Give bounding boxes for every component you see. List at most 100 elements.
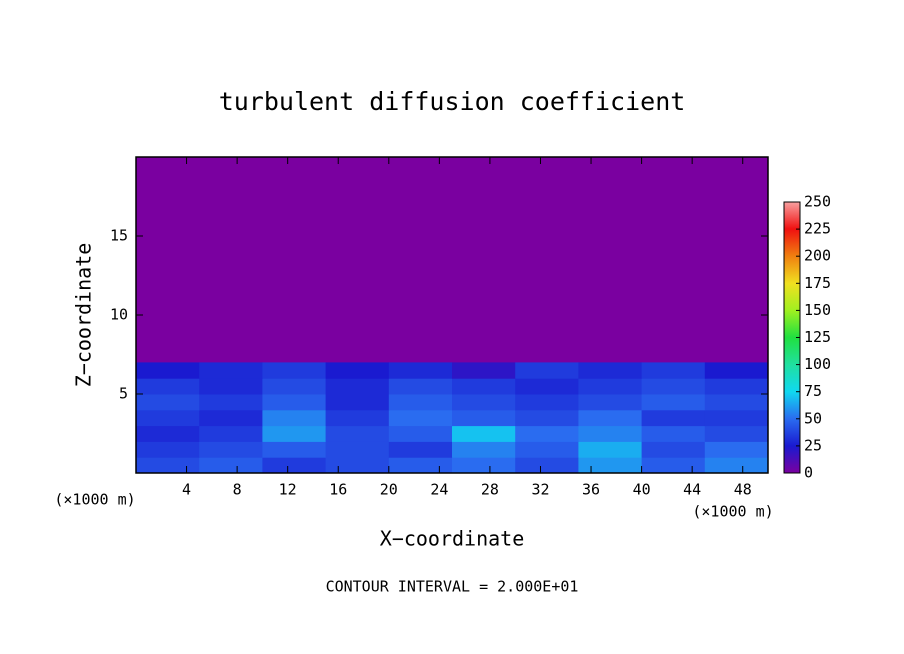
heatmap-cell [641,457,706,474]
colorbar-tick-label: 250 [804,193,831,211]
heatmap-cell [262,441,327,458]
heatmap-cell [515,457,579,474]
colorbar-tick-label: 100 [804,355,831,373]
heatmap-cell [199,441,263,458]
heatmap-cell [704,457,769,474]
y-tick-label: 5 [119,385,128,403]
heatmap-cell [325,394,390,411]
heatmap-cell [515,378,579,395]
heatmap-cell [578,441,643,458]
heatmap-cell [388,362,453,379]
x-unit-label: (×1000 m) [54,491,135,509]
heatmap-cell [136,394,200,411]
heatmap-cell [388,409,453,427]
heatmap-cell [515,362,579,379]
heatmap-cell [515,394,579,411]
heatmap-cell [704,378,769,395]
x-axis-label: X−coordinate [380,527,525,551]
heatmap-cell [262,378,327,395]
heatmap-cell [136,457,200,474]
heatmap-cell [325,362,390,379]
heatmap-cell [578,425,643,442]
heatmap-cell [578,378,643,395]
heatmap-cell [388,394,453,411]
heatmap-cell [578,362,643,379]
heatmap-cell [136,362,200,379]
heatmap-cell [325,441,390,458]
heatmap-cell [704,394,769,411]
heatmap-cell [641,425,706,442]
heatmap-cell [515,425,579,442]
heatmap-cell [515,409,579,427]
x-tick-label: 12 [279,481,297,499]
heatmap-cell [641,441,706,458]
x-tick-label: 48 [734,481,752,499]
heatmap-cell [452,425,516,442]
x-unit-label: (×1000 m) [692,503,773,521]
x-tick-label: 36 [582,481,600,499]
heatmap-cell [325,425,390,442]
heatmap-cell [136,409,200,427]
heatmap-cell [325,457,390,474]
heatmap-cell [578,457,643,474]
heatmap-cell [641,362,706,379]
colorbar-tick-label: 125 [804,328,831,346]
heatmap-cell [199,425,263,442]
colorbar-tick-label: 225 [804,220,831,238]
heatmap-cell [578,409,643,427]
heatmap-cell [199,409,263,427]
heatmap-cell [262,394,327,411]
heatmap-cell [199,457,263,474]
heatmap-cell [388,441,453,458]
x-tick-label: 8 [233,481,242,499]
y-tick-label: 15 [110,227,128,245]
heatmap-cell [136,441,200,458]
x-tick-label: 40 [633,481,651,499]
x-tick-label: 28 [481,481,499,499]
heatmap-cell [325,378,390,395]
x-tick-label: 16 [329,481,347,499]
chart-title: turbulent diffusion coefficient [219,87,686,116]
contour-note: CONTOUR INTERVAL = 2.000E+01 [326,578,579,596]
x-tick-label: 24 [430,481,448,499]
heatmap-cell [388,457,453,474]
heatmap-cell [199,394,263,411]
heatmap-cell [262,425,327,442]
heatmap-cell [262,362,327,379]
heatmap-cell [452,394,516,411]
colorbar-tick-label: 150 [804,301,831,319]
heatmap-cell [325,409,390,427]
y-axis-label: Z−coordinate [72,243,96,388]
heatmap-cell [515,441,579,458]
x-tick-label: 20 [380,481,398,499]
heatmap-cell [262,457,327,474]
x-tick-label: 44 [683,481,701,499]
heatmap-cell [641,394,706,411]
heatmap-cell [641,378,706,395]
colorbar-tick-label: 25 [804,436,822,454]
heatmap-cell [199,378,263,395]
colorbar-tick-label: 0 [804,464,813,482]
heatmap-cell [452,409,516,427]
x-tick-label: 32 [531,481,549,499]
y-tick-label: 10 [110,306,128,324]
heatmap-cell [452,362,516,379]
heatmap-cell [388,378,453,395]
heatmap-cell [388,425,453,442]
heatmap-cell [578,394,643,411]
heatmap-cell [136,378,200,395]
heatmap-cell [199,362,263,379]
heatmap-cell [641,409,706,427]
heatmap-cell [452,441,516,458]
heatmap-cell [704,362,769,379]
heatmap-cell [704,409,769,427]
heatmap-cell [136,425,200,442]
heatmap-cell [452,457,516,474]
colorbar-tick-label: 50 [804,409,822,427]
colorbar-tick-label: 200 [804,247,831,265]
heatmap-cell [704,425,769,442]
colorbar-tick-label: 175 [804,274,831,292]
colorbar-tick-label: 75 [804,382,822,400]
